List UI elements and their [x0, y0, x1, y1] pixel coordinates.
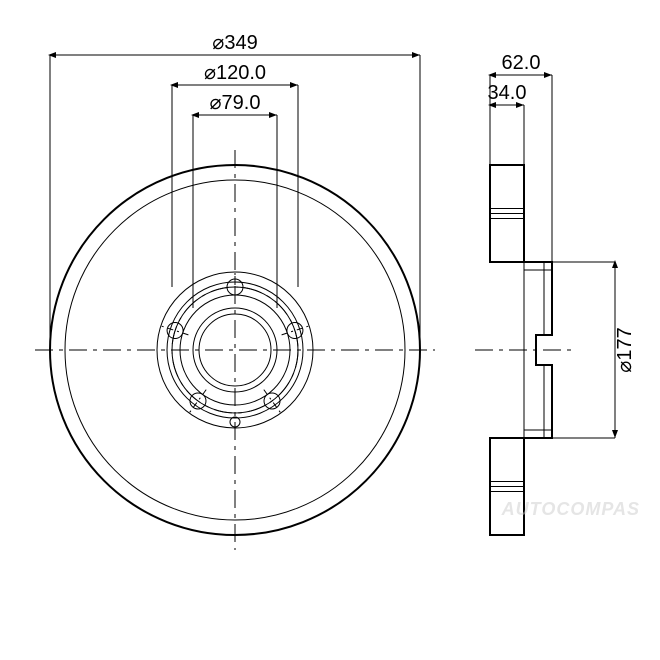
- brake-disc-drawing: ⌀349 ⌀120.0 ⌀79.0 62.0 34.0 ⌀177: [0, 0, 660, 660]
- front-view: [35, 150, 435, 550]
- svg-text:⌀177: ⌀177: [614, 327, 636, 372]
- side-view: [475, 165, 572, 535]
- svg-text:34.0: 34.0: [488, 82, 527, 104]
- svg-text:⌀349: ⌀349: [212, 32, 257, 54]
- watermark: AUTOCOMPAS: [502, 499, 640, 520]
- svg-text:⌀79.0: ⌀79.0: [210, 92, 261, 114]
- svg-text:62.0: 62.0: [502, 52, 541, 74]
- svg-text:⌀120.0: ⌀120.0: [204, 62, 266, 84]
- dimensions: ⌀349 ⌀120.0 ⌀79.0 62.0 34.0 ⌀177: [50, 32, 636, 438]
